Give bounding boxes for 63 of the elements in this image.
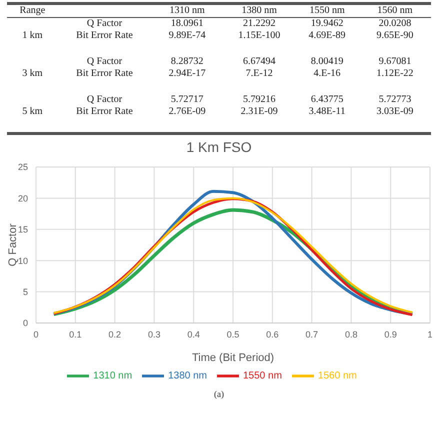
text: 4.E-16	[314, 68, 341, 79]
x-tick-label: 0.9	[384, 329, 397, 340]
text: 18.0961	[170, 18, 204, 29]
chart-title: 1 Km FSO	[185, 138, 253, 157]
text: 2.94E-17	[168, 68, 206, 79]
y-axis-title: Q Factor	[6, 223, 19, 266]
text: 6.43775	[310, 94, 344, 105]
x-tick-label: 0.4	[187, 329, 200, 340]
y-tick-label: 15	[18, 224, 28, 235]
text: 21.2292	[243, 18, 276, 29]
text: 9.65E-90	[376, 30, 414, 41]
legend-label: 1550 nm	[243, 370, 282, 382]
legend-label: 1380 nm	[168, 370, 207, 382]
category-label: 1560 nm	[376, 4, 414, 18]
category-label: 1380 nm	[240, 4, 278, 18]
text: Bit Error Rate	[76, 68, 133, 79]
category-label: 1550 nm	[308, 4, 346, 18]
text: Q Factor	[86, 94, 122, 105]
text: 3.48E-11	[308, 106, 346, 117]
text: 7.E-12	[246, 68, 273, 79]
legend-label: 1310 nm	[93, 370, 132, 382]
text: Bit Error Rate	[76, 30, 133, 41]
text: 4.69E-89	[308, 30, 346, 41]
text: 19.9462	[310, 18, 344, 29]
text: Q Factor	[86, 56, 122, 67]
legend-label: 1560 nm	[318, 370, 357, 382]
text: 6.67494	[243, 56, 276, 67]
text: 3.03E-09	[376, 106, 414, 117]
text: Q Factor	[86, 18, 122, 29]
x-tick-label: 0.8	[344, 329, 358, 340]
y-tick-label: 25	[18, 162, 28, 172]
category-label: Range	[18, 4, 46, 18]
text: 2.76E-09	[168, 106, 206, 117]
text: 2.31E-09	[240, 106, 278, 117]
text: 5 km	[22, 106, 43, 117]
text: 1.15E-100	[238, 30, 280, 41]
text: 9.67081	[378, 56, 412, 67]
text: 8.00419	[310, 56, 344, 67]
x-tick-label: 0.6	[266, 329, 279, 340]
y-tick-label: 0	[22, 318, 28, 328]
y-tick-label: 10	[18, 256, 28, 266]
text: 9.89E-74	[168, 30, 206, 41]
text: 3 km	[22, 68, 43, 79]
x-tick-label: 1	[427, 329, 433, 340]
x-tick-label: 0.2	[108, 329, 122, 340]
text: 1.12E-22	[376, 68, 414, 79]
text: (a)	[213, 389, 225, 399]
text: 5.79216	[243, 94, 276, 105]
y-tick-label: 20	[18, 193, 28, 204]
text: 5.72717	[170, 94, 204, 105]
y-tick-label: 5	[22, 286, 28, 297]
text: Bit Error Rate	[76, 106, 133, 117]
text: 20.0208	[378, 18, 412, 29]
x-tick-label: 0	[33, 329, 39, 340]
category-label: 1310 nm	[168, 4, 206, 18]
x-axis-title: Time (Bit Period)	[192, 352, 274, 364]
x-tick-label: 0.1	[69, 329, 82, 340]
x-tick-label: 0.3	[148, 329, 160, 340]
text: 8.28732	[170, 56, 204, 67]
x-tick-label: 0.5	[226, 329, 240, 340]
x-tick-label: 0.7	[306, 329, 318, 340]
text: 5.72773	[378, 94, 412, 105]
text: 1 km	[22, 30, 43, 41]
